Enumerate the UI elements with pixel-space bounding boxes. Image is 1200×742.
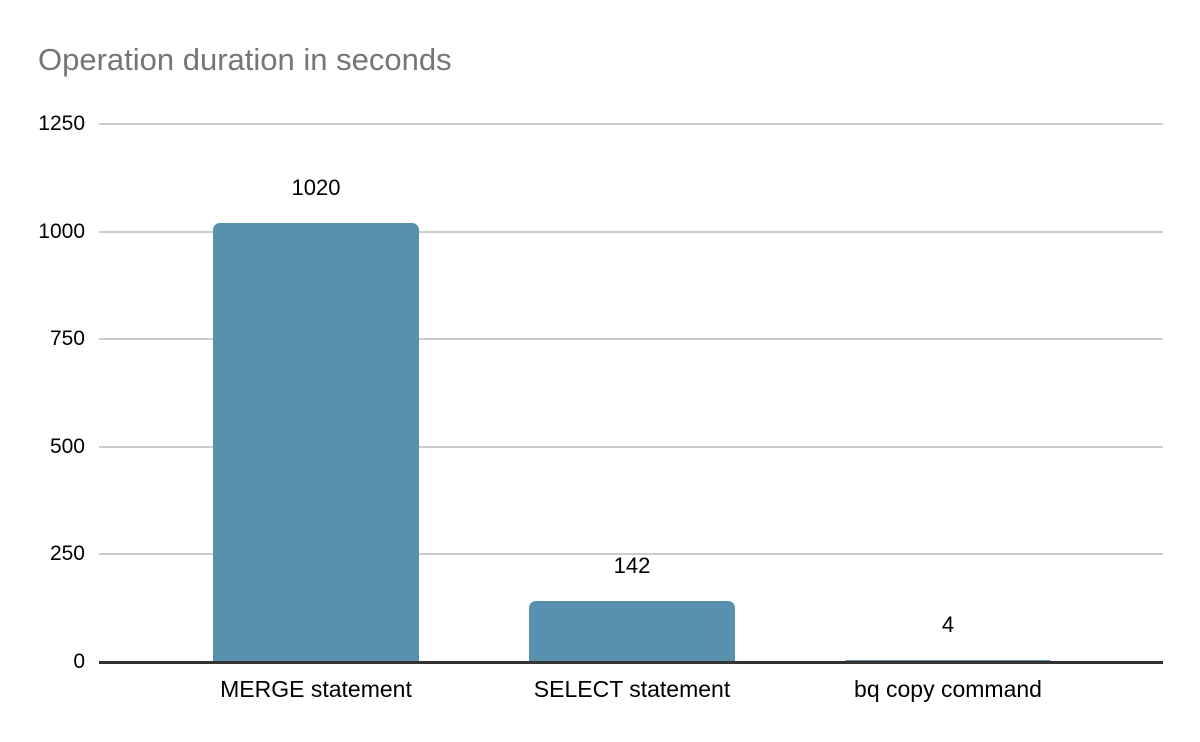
gridline [99, 230, 1163, 233]
chart-title: Operation duration in seconds [38, 42, 452, 77]
gridline [99, 338, 1163, 341]
y-axis-tick-label: 750 [49, 327, 85, 351]
bar-value-label-select-statement: 142 [613, 553, 651, 578]
y-axis-tick-label: 1000 [38, 219, 85, 243]
y-axis-tick-label: 1250 [38, 112, 85, 135]
gridline [99, 553, 1163, 556]
x-axis-category-label-bq-copy-command: bq copy command [854, 676, 1042, 702]
bar-select-statement[interactable] [529, 601, 735, 662]
gridline [99, 445, 1163, 448]
y-axis-tick-label: 250 [49, 542, 85, 566]
x-axis-category-label-merge-statement: MERGE statement [220, 676, 412, 702]
x-axis-line [99, 660, 1163, 664]
y-axis-tick-label: 500 [49, 434, 85, 458]
y-axis-tick-label: 0 [73, 650, 85, 673]
bar-value-label-merge-statement: 1020 [291, 175, 341, 200]
gridline [99, 123, 1163, 125]
x-axis-category-label-select-statement: SELECT statement [533, 676, 731, 702]
bar-value-label-bq-copy-command: 4 [941, 612, 955, 637]
bar-merge-statement[interactable] [213, 223, 419, 662]
